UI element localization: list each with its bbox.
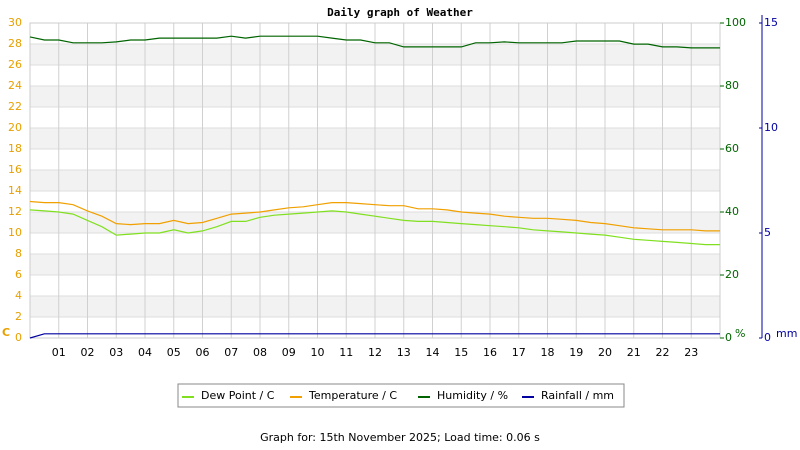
y-tick-label: 30 — [8, 16, 22, 29]
y2-tick-label: 0 — [725, 331, 732, 344]
y2-tick-label: 60 — [725, 142, 739, 155]
x-tick-label: 18 — [541, 346, 555, 359]
legend-label: Dew Point / C — [201, 389, 275, 402]
legend-label: Rainfall / mm — [541, 389, 614, 402]
y-tick-label: 28 — [8, 37, 22, 50]
y2-tick-label: 20 — [725, 268, 739, 281]
x-tick-label: 21 — [627, 346, 641, 359]
y3-tick-label: 15 — [764, 16, 778, 29]
x-tick-label: 08 — [253, 346, 267, 359]
y-tick-label: 8 — [15, 247, 22, 260]
y-tick-label: 24 — [8, 79, 22, 92]
x-tick-label: 03 — [109, 346, 123, 359]
x-tick-label: 06 — [196, 346, 210, 359]
x-tick-label: 02 — [81, 346, 95, 359]
series-line — [29, 209, 720, 246]
x-tick-label: 09 — [282, 346, 296, 359]
x-tick-label: 20 — [598, 346, 612, 359]
x-tick-label: 15 — [454, 346, 468, 359]
x-tick-label: 07 — [224, 346, 238, 359]
x-tick-label: 01 — [52, 346, 66, 359]
legend-label: Humidity / % — [437, 389, 508, 402]
plot-frame — [29, 22, 721, 339]
y2-tick-label: 100 — [725, 16, 746, 29]
x-tick-label: 17 — [512, 346, 526, 359]
series-line — [29, 35, 720, 49]
y3-tick-label: 0 — [764, 331, 771, 344]
legend-label: Temperature / C — [308, 389, 397, 402]
y2-tick-label: 40 — [725, 205, 739, 218]
x-tick-label: 13 — [397, 346, 411, 359]
y3-axis-label: mm — [776, 327, 797, 340]
x-tick-label: 11 — [339, 346, 353, 359]
series-line — [29, 200, 720, 232]
x-tick-label: 10 — [311, 346, 325, 359]
y2-axis-label: % — [735, 327, 745, 340]
y-tick-label: 10 — [8, 226, 22, 239]
y2-tick-label: 80 — [725, 79, 739, 92]
y-tick-label: 14 — [8, 184, 22, 197]
chart-title: Daily graph of Weather — [327, 6, 473, 19]
x-tick-label: 12 — [368, 346, 382, 359]
y-tick-label: 26 — [8, 58, 22, 71]
y-tick-label: 18 — [8, 142, 22, 155]
legend-box — [177, 383, 625, 408]
x-tick-label: 22 — [656, 346, 670, 359]
y3-tick-label: 10 — [764, 121, 778, 134]
x-tick-label: 05 — [167, 346, 181, 359]
x-tick-label: 16 — [483, 346, 497, 359]
footer: Graph for: 15th November 2025; Load time… — [260, 431, 540, 444]
x-tick-label: 23 — [684, 346, 698, 359]
y-tick-label: 4 — [15, 289, 22, 302]
y-tick-label: 16 — [8, 163, 22, 176]
x-tick-label: 19 — [569, 346, 583, 359]
y-tick-label: 20 — [8, 121, 22, 134]
y-axis-label: C — [2, 326, 10, 339]
y-tick-label: 22 — [8, 100, 22, 113]
y-tick-label: 12 — [8, 205, 22, 218]
x-tick-label: 04 — [138, 346, 152, 359]
y-tick-label: 6 — [15, 268, 22, 281]
series-line — [29, 333, 720, 339]
x-tick-label: 14 — [426, 346, 440, 359]
y3-tick-label: 5 — [764, 226, 771, 239]
y-tick-label: 0 — [15, 331, 22, 344]
y-tick-label: 2 — [15, 310, 22, 323]
